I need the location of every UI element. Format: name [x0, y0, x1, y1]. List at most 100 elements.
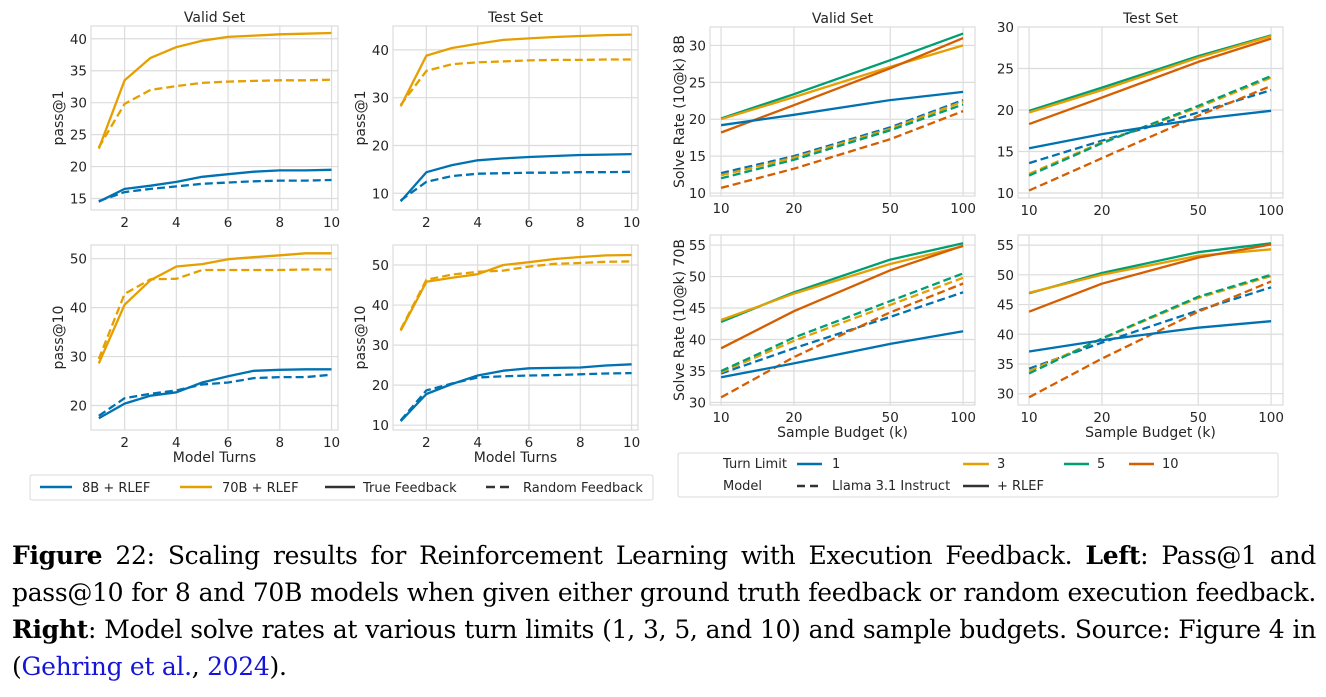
series-line [1028, 34, 1272, 114]
x-tick-label: 10 [323, 215, 340, 231]
chart-title: Valid Set [812, 11, 874, 27]
y-tick-label: 10 [372, 418, 389, 434]
y-axis-label: pass@1 [353, 91, 369, 146]
x-tick-label: 6 [224, 435, 233, 451]
x-tick-label: 2 [422, 435, 431, 451]
y-tick-label: 15 [70, 192, 87, 208]
chart-p7: 10 20 50 100 30 35 40 45 50 55 Sample Budget (k) So… [672, 234, 976, 441]
x-axis-label: Sample Budget (k) [777, 425, 908, 441]
y-tick-label: 55 [997, 238, 1014, 254]
x-tick-label: 10 [712, 201, 729, 217]
y-tick-label: 35 [689, 364, 706, 380]
y-tick-label: 30 [997, 20, 1014, 36]
x-tick-label: 4 [473, 215, 482, 231]
legend-label-turn-3: 3 [997, 457, 1005, 472]
x-tick-label: 10 [712, 410, 729, 426]
y-tick-label: 25 [997, 62, 1014, 78]
x-tick-label: 20 [1093, 203, 1110, 219]
series-line [720, 276, 964, 374]
y-tick-label: 40 [372, 298, 389, 314]
x-tick-label: 50 [882, 201, 899, 217]
right-legend-frame [677, 452, 1279, 498]
legend-row-title-model: Model [723, 479, 762, 494]
x-tick-label: 6 [525, 215, 534, 231]
y-tick-label: 30 [689, 38, 706, 54]
y-axis-label: Solve Rate (10@k) 70B [672, 239, 688, 401]
series-line [1028, 248, 1272, 294]
legend-label-true-feedback: True Feedback [362, 481, 457, 496]
y-tick-label: 25 [70, 128, 87, 144]
series-line [720, 272, 964, 373]
chart-title: Test Set [487, 10, 544, 26]
legend-label-rlef: + RLEF [997, 479, 1044, 494]
right-legend: Turn Limit Model 1 3 5 10 Llama 3.1 Inst… [677, 452, 1279, 498]
legend-label-turn-5: 5 [1097, 457, 1105, 472]
x-axis-label: Model Turns [173, 450, 256, 466]
y-tick-label: 15 [997, 145, 1014, 161]
figure-caption: Figure 22: Scaling results for Reinforce… [12, 537, 1316, 685]
x-tick-label: 50 [1190, 203, 1207, 219]
series-line [97, 78, 332, 148]
series-line [399, 363, 632, 422]
y-tick-label: 45 [997, 298, 1014, 314]
x-tick-label: 100 [1258, 410, 1284, 426]
series-line [1028, 320, 1272, 353]
y-tick-label: 30 [997, 387, 1014, 403]
x-tick-label: 10 [1020, 410, 1037, 426]
y-tick-label: 30 [689, 395, 706, 411]
plot-area [392, 244, 639, 431]
chart-p4: 2 4 6 8 10 10 20 30 40 50 Model Turns pass@10 [353, 244, 640, 466]
y-tick-label: 40 [70, 32, 87, 48]
x-tick-label: 4 [172, 435, 181, 451]
series-line [720, 291, 964, 375]
series-line [399, 260, 632, 331]
y-tick-label: 35 [70, 64, 87, 80]
y-tick-label: 30 [70, 96, 87, 112]
y-tick-label: 50 [689, 270, 706, 286]
x-tick-label: 4 [172, 215, 181, 231]
chart-title: Test Set [1122, 11, 1179, 27]
y-axis-label: Solve Rate (10@k) 8B [672, 35, 688, 188]
citation-year-link[interactable]: 2024 [207, 652, 270, 681]
x-tick-label: 4 [473, 435, 482, 451]
series-line [720, 330, 964, 379]
series-line [399, 152, 632, 203]
y-tick-label: 10 [372, 186, 389, 202]
y-axis-label: pass@1 [51, 91, 67, 146]
y-tick-label: 30 [70, 350, 87, 366]
series-line [720, 90, 964, 127]
x-tick-label: 10 [1020, 203, 1037, 219]
series-line [97, 31, 332, 150]
chart-p1: 2 4 6 8 10 15 20 25 30 35 40 Valid Set pass@1 [51, 10, 340, 231]
y-tick-label: 30 [372, 338, 389, 354]
caption-figure-label: Figure [12, 541, 103, 570]
y-tick-label: 40 [372, 43, 389, 59]
x-tick-label: 2 [120, 435, 129, 451]
series-line [400, 170, 632, 202]
series-line [98, 168, 332, 203]
citation-author-link[interactable]: Gehring et al. [21, 652, 192, 681]
caption-text-4: ). [269, 652, 287, 681]
series-line [1028, 34, 1272, 112]
series-line [720, 100, 964, 177]
y-tick-label: 20 [372, 378, 389, 394]
series-line [720, 110, 964, 190]
legend-label-turn-1: 1 [832, 457, 840, 472]
series-line [399, 253, 632, 332]
legend-label-70b: 70B + RLEF [222, 481, 299, 496]
x-tick-label: 8 [576, 435, 585, 451]
left-legend: 8B + RLEF 70B + RLEF True Feedback Rando… [29, 474, 654, 501]
y-tick-label: 10 [689, 186, 706, 202]
series-line [720, 245, 964, 322]
chart-title: Valid Set [184, 10, 246, 26]
caption-cite-separator: , [191, 652, 208, 681]
series-line [97, 268, 332, 360]
chart-p2: 2 4 6 8 10 10 20 30 40 Test Set pass@1 [353, 10, 640, 231]
y-tick-label: 35 [997, 357, 1014, 373]
series-line [720, 244, 964, 350]
series-line [1028, 280, 1272, 399]
y-tick-label: 20 [70, 160, 87, 176]
legend-label-8b: 8B + RLEF [82, 481, 150, 496]
